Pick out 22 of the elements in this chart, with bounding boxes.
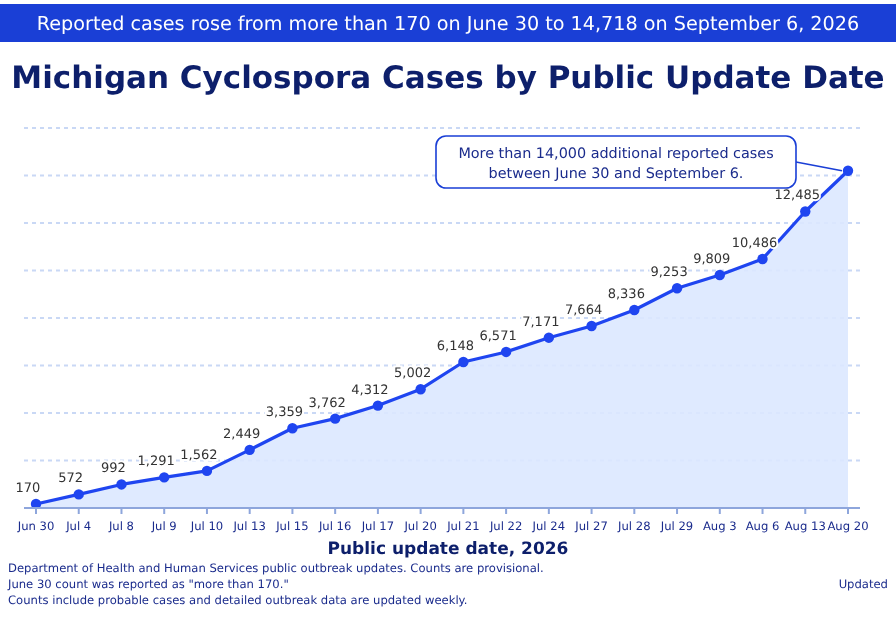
x-axis-title: Public update date, 2026 xyxy=(327,540,569,560)
point xyxy=(116,479,127,490)
point xyxy=(329,413,341,424)
point xyxy=(714,269,725,281)
point xyxy=(586,320,597,332)
point xyxy=(800,206,811,217)
point xyxy=(415,384,426,395)
point xyxy=(458,356,469,368)
point xyxy=(287,423,298,434)
chart-title: Michigan Cyclospora Cases by Public Update Date xyxy=(11,60,885,96)
point xyxy=(201,465,213,477)
point xyxy=(629,304,640,316)
chart-subtitle: Reported cases rose from more than 170 on June 30 to 14,718 on September 6, 2026 xyxy=(36,14,860,36)
point xyxy=(757,253,768,265)
point xyxy=(73,489,84,500)
point xyxy=(543,332,555,343)
point xyxy=(842,165,854,176)
point xyxy=(244,444,255,456)
point xyxy=(159,472,170,483)
point xyxy=(500,346,512,358)
point xyxy=(372,400,384,411)
point xyxy=(671,283,683,294)
